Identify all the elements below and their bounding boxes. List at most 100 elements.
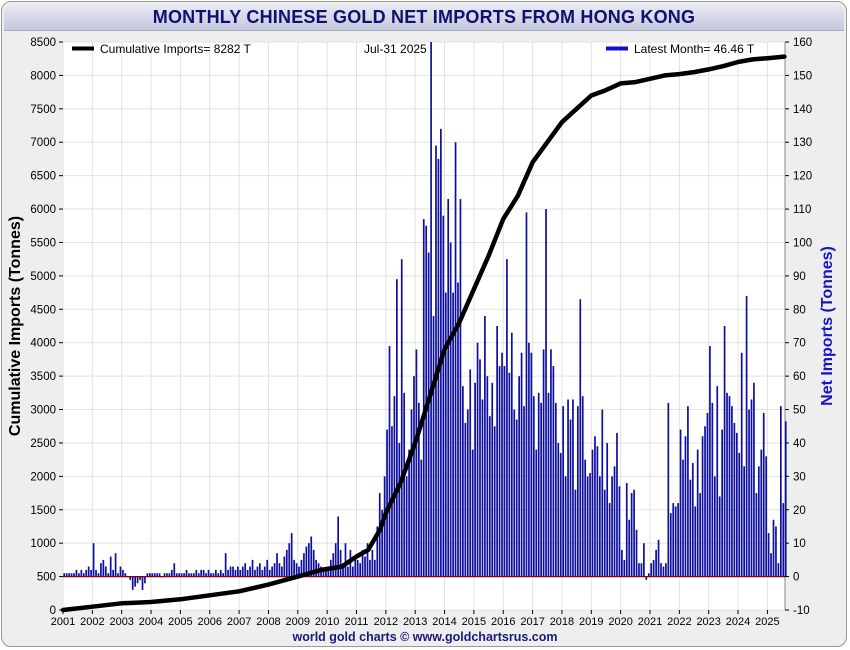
monthly-bar xyxy=(488,416,491,577)
monthly-bar xyxy=(107,573,110,577)
monthly-bar xyxy=(594,436,596,577)
monthly-bar xyxy=(647,573,650,577)
right-axis-ticks: -10 0 10 20 30 40 50 60 70 80 90 100 110 120 130 140 150… xyxy=(785,37,812,617)
right-tick-label: 30 xyxy=(793,471,806,483)
monthly-bar xyxy=(706,412,709,577)
monthly-bar xyxy=(545,209,547,577)
monthly-bar xyxy=(259,563,261,577)
monthly-bar xyxy=(523,406,525,577)
x-tick-label: 2025 xyxy=(755,616,779,628)
monthly-bar xyxy=(603,489,606,577)
monthly-bar xyxy=(232,566,234,577)
monthly-bar xyxy=(246,569,249,577)
x-tick-label: 2018 xyxy=(550,616,574,628)
monthly-bar xyxy=(418,402,420,577)
monthly-bar xyxy=(645,576,648,580)
monthly-bar xyxy=(643,543,645,577)
monthly-bar xyxy=(188,573,190,577)
monthly-bar xyxy=(300,559,303,577)
monthly-bar xyxy=(444,292,447,577)
x-tick-label: 2011 xyxy=(345,616,369,628)
x-tick-label: 2004 xyxy=(139,616,163,628)
monthly-bar xyxy=(383,476,386,577)
monthly-bar xyxy=(767,533,770,577)
monthly-bar xyxy=(234,569,237,577)
monthly-bar xyxy=(158,573,161,577)
monthly-bar xyxy=(413,376,415,577)
monthly-bar xyxy=(542,349,545,577)
monthly-bar xyxy=(442,215,445,577)
monthly-bar xyxy=(599,476,601,577)
monthly-bar xyxy=(486,376,489,577)
monthly-bar xyxy=(616,432,618,577)
monthly-bar xyxy=(469,369,472,577)
monthly-bar xyxy=(342,563,344,577)
monthly-bar xyxy=(87,566,90,577)
monthly-bar xyxy=(73,573,75,577)
monthly-bar xyxy=(339,549,342,577)
monthly-bar xyxy=(192,573,195,577)
right-tick-label: 50 xyxy=(793,405,806,417)
monthly-bar xyxy=(660,563,662,577)
x-tick-label: 2003 xyxy=(109,616,133,628)
monthly-bar xyxy=(104,566,107,577)
monthly-bar xyxy=(156,573,159,577)
monthly-bar xyxy=(293,559,295,577)
monthly-bar xyxy=(146,573,149,577)
monthly-bar xyxy=(119,566,122,577)
monthly-bar xyxy=(459,199,462,577)
x-axis-ticks: 2001 2002 2003 2004 2005 2006 2007 2008 2009 2010… xyxy=(51,610,780,628)
monthly-bar xyxy=(613,466,616,577)
monthly-bar xyxy=(772,519,775,577)
monthly-bar xyxy=(114,553,117,577)
monthly-bar xyxy=(782,503,785,577)
monthly-bar xyxy=(285,549,288,577)
monthly-bar xyxy=(312,549,315,577)
right-tick-label: 20 xyxy=(793,505,806,517)
left-tick-label: 4500 xyxy=(30,304,56,316)
right-tick-label: 160 xyxy=(793,37,812,49)
monthly-bar xyxy=(325,569,327,577)
x-tick-label: 2016 xyxy=(491,616,515,628)
monthly-bar xyxy=(491,382,494,577)
monthly-bar xyxy=(735,432,738,577)
monthly-bar xyxy=(713,476,716,577)
left-tick-label: 8000 xyxy=(30,70,56,82)
monthly-bar xyxy=(547,392,550,577)
left-tick-label: 2500 xyxy=(30,438,56,450)
monthly-bar xyxy=(354,556,357,577)
right-tick-label: 0 xyxy=(793,572,799,584)
monthly-bar xyxy=(765,456,768,577)
right-tick-label: 140 xyxy=(793,104,812,116)
chart-title: MONTHLY CHINESE GOLD NET IMPORTS FROM HO… xyxy=(152,6,696,27)
monthly-bar xyxy=(471,449,474,577)
x-tick-label: 2021 xyxy=(638,616,662,628)
monthly-bar xyxy=(728,396,731,577)
title-bar: MONTHLY CHINESE GOLD NET IMPORTS FROM HO… xyxy=(4,4,844,31)
monthly-bar xyxy=(173,563,176,577)
x-tick-label: 2001 xyxy=(51,616,75,628)
monthly-bar xyxy=(307,543,310,577)
monthly-bar xyxy=(723,326,726,577)
monthly-bar xyxy=(753,382,755,577)
monthly-bar xyxy=(691,462,694,577)
monthly-bar xyxy=(569,419,572,577)
monthly-bar xyxy=(689,479,692,577)
monthly-bar xyxy=(493,426,496,577)
monthly-bar xyxy=(591,449,594,577)
left-tick-label: 3000 xyxy=(30,405,56,417)
right-tick-label: 120 xyxy=(793,171,812,183)
monthly-bar xyxy=(677,503,679,577)
monthly-bar xyxy=(102,559,105,577)
monthly-bar xyxy=(501,352,503,577)
left-tick-label: 8500 xyxy=(30,37,56,49)
left-tick-label: 7500 xyxy=(30,104,56,116)
monthly-bar xyxy=(537,392,540,577)
monthly-bar xyxy=(535,449,538,577)
monthly-bar xyxy=(141,576,144,590)
monthly-bar xyxy=(205,573,207,577)
monthly-bar xyxy=(479,359,481,577)
monthly-bar xyxy=(403,392,406,577)
monthly-bar xyxy=(295,563,298,577)
